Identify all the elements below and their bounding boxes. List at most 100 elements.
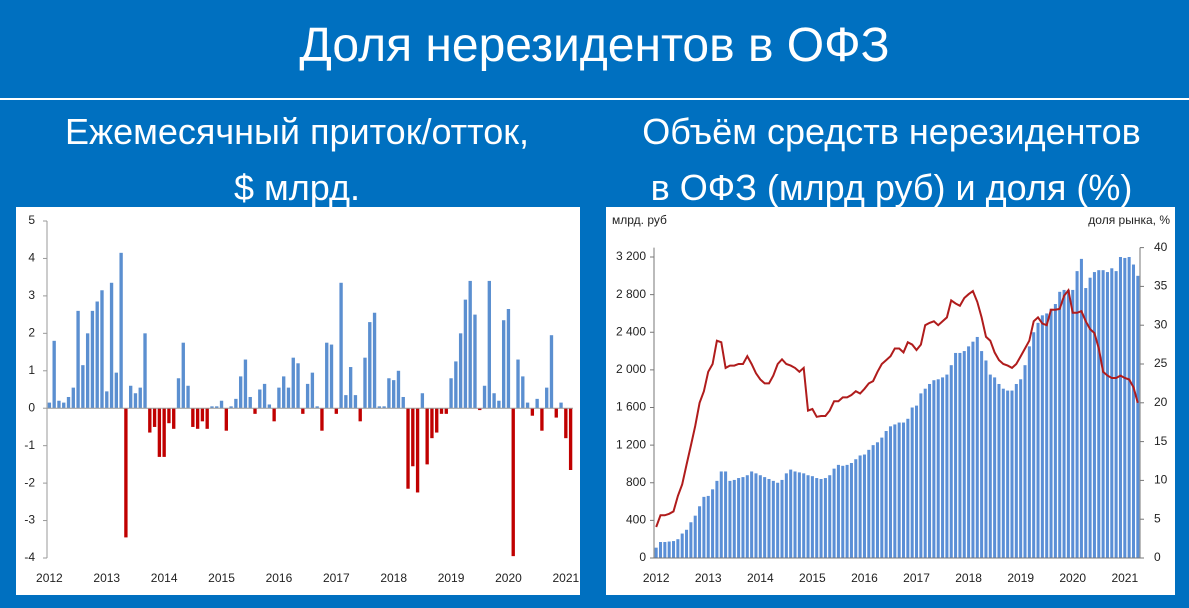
bar xyxy=(530,408,535,416)
bar xyxy=(915,405,919,558)
bar xyxy=(133,393,138,409)
bar xyxy=(758,475,762,558)
bar xyxy=(1040,315,1044,558)
bar xyxy=(411,408,415,467)
bar xyxy=(540,408,544,431)
bar xyxy=(923,388,927,558)
bar xyxy=(396,370,401,409)
bar xyxy=(296,363,300,409)
bar xyxy=(980,351,984,558)
bar xyxy=(119,252,123,409)
x-tick-label: 2017 xyxy=(323,571,350,585)
chart-title-line: Объём средств нерезидентов xyxy=(642,111,1141,152)
bar xyxy=(1062,289,1066,558)
bar xyxy=(487,280,491,409)
x-tick-label: 2016 xyxy=(851,571,878,585)
bar xyxy=(105,391,109,409)
bar xyxy=(238,376,243,409)
bar xyxy=(797,472,801,558)
y-tick-label: 1 600 xyxy=(616,400,646,414)
bar xyxy=(819,478,823,558)
bar xyxy=(100,290,104,409)
y2-tick-label: 0 xyxy=(1154,550,1161,564)
bar xyxy=(545,387,549,409)
bar xyxy=(910,407,914,558)
chart-title: Объём средств нерезидентов в ОФЗ (млрд р… xyxy=(594,104,1189,216)
bar xyxy=(988,374,992,558)
bar xyxy=(1023,365,1027,558)
bar xyxy=(928,383,932,558)
bar xyxy=(219,400,224,409)
bar xyxy=(516,359,520,409)
bar xyxy=(1049,308,1053,558)
bar xyxy=(454,361,458,409)
bar xyxy=(157,408,162,457)
bar xyxy=(501,320,506,409)
bar xyxy=(897,422,901,558)
bar xyxy=(1118,257,1122,558)
bar xyxy=(750,471,754,558)
bar xyxy=(559,402,563,409)
bar xyxy=(1127,257,1131,558)
bar xyxy=(449,378,453,409)
x-tick-label: 2015 xyxy=(799,571,826,585)
bar xyxy=(90,310,95,409)
chart-title: Ежемесячный приток/отток, $ млрд. xyxy=(0,104,594,216)
x-tick-label: 2018 xyxy=(955,571,982,585)
bar xyxy=(372,312,377,409)
bar xyxy=(167,408,171,424)
bar xyxy=(663,542,667,558)
x-tick-label: 2021 xyxy=(1111,571,1138,585)
bar xyxy=(310,372,315,409)
bar xyxy=(1032,332,1036,558)
bar xyxy=(1084,288,1088,558)
bar xyxy=(719,471,723,558)
bar xyxy=(377,406,382,409)
bar xyxy=(224,408,228,431)
bar xyxy=(109,282,114,409)
x-tick-label: 2012 xyxy=(643,571,670,585)
bar xyxy=(867,449,871,558)
bar xyxy=(685,529,689,558)
bar xyxy=(737,478,741,558)
bar xyxy=(521,376,525,409)
y-tick-label: 800 xyxy=(626,475,646,489)
bar xyxy=(832,468,836,558)
bar xyxy=(215,406,219,409)
bar xyxy=(732,479,736,558)
bar xyxy=(971,341,975,558)
y-tick-label: -4 xyxy=(24,550,35,564)
bar xyxy=(823,478,827,558)
bar xyxy=(1027,346,1031,558)
bar xyxy=(406,408,410,489)
bar xyxy=(444,408,448,414)
bar xyxy=(919,393,923,558)
bar xyxy=(958,352,962,558)
bar xyxy=(875,442,879,558)
x-tick-label: 2014 xyxy=(151,571,178,585)
x-tick-label: 2018 xyxy=(380,571,407,585)
bar xyxy=(1001,388,1005,558)
y-tick-label: -2 xyxy=(24,475,35,489)
bar xyxy=(1136,275,1140,558)
x-tick-label: 2017 xyxy=(903,571,930,585)
y2-tick-label: 30 xyxy=(1154,317,1168,331)
bar xyxy=(253,408,257,414)
bar xyxy=(358,408,362,422)
bar xyxy=(320,408,324,431)
bar xyxy=(1101,270,1105,558)
bar xyxy=(1071,289,1075,558)
x-tick-label: 2021 xyxy=(552,571,579,585)
y2-tick-label: 15 xyxy=(1154,434,1168,448)
bar xyxy=(152,408,157,427)
bar xyxy=(997,383,1001,558)
bar xyxy=(906,418,910,558)
bar xyxy=(711,489,715,558)
bar xyxy=(291,357,295,409)
bar xyxy=(468,280,472,409)
y-tick-label: 2 400 xyxy=(616,324,646,338)
bar xyxy=(698,506,702,558)
line xyxy=(655,287,1139,528)
bar xyxy=(329,344,334,409)
bar xyxy=(344,395,348,409)
